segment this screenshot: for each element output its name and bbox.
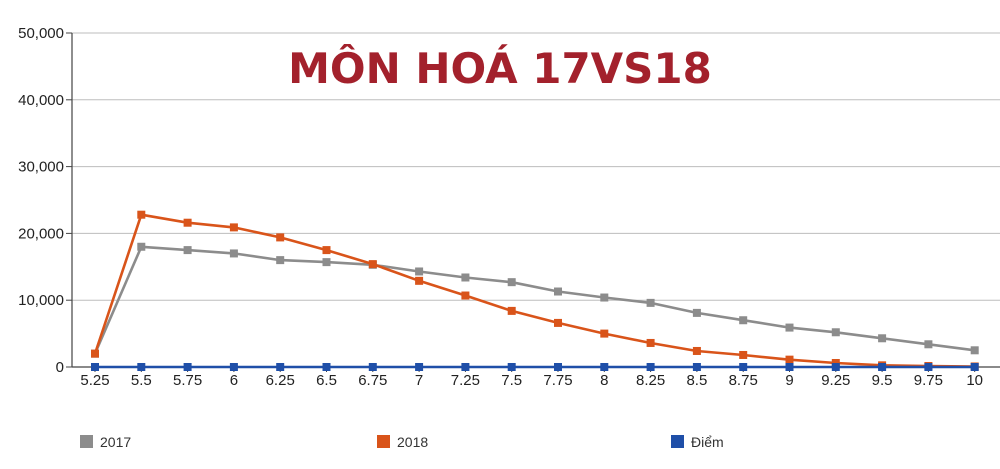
data-point-2018 — [91, 349, 99, 358]
x-tick-label: 8.5 — [686, 372, 707, 389]
data-point-2017 — [276, 256, 285, 265]
data-point-2017 — [692, 308, 701, 317]
y-tick-label: 10,000 — [18, 292, 64, 309]
data-point-2018 — [831, 358, 840, 367]
data-point-2018 — [461, 291, 470, 300]
x-tick-label: 7.5 — [501, 372, 522, 389]
data-point-Điểm — [137, 363, 146, 371]
data-point-Điểm — [970, 363, 979, 371]
y-tick-label: 0 — [56, 359, 64, 376]
data-point-2017 — [878, 334, 887, 343]
x-tick-label: 7 — [415, 372, 423, 389]
data-point-2018 — [507, 306, 516, 315]
data-point-2017 — [646, 298, 655, 307]
y-tick-label: 40,000 — [18, 92, 64, 109]
data-point-2017 — [600, 293, 609, 302]
legend-swatch — [671, 435, 684, 448]
data-point-Điểm — [276, 363, 285, 371]
data-point-2018 — [368, 260, 377, 269]
x-tick-label: 8 — [600, 372, 608, 389]
data-point-2017 — [461, 273, 470, 282]
data-point-2018 — [739, 350, 748, 359]
data-point-Điểm — [415, 363, 424, 371]
x-tick-label: 7.25 — [451, 372, 480, 389]
data-point-2018 — [646, 338, 655, 347]
data-point-Điểm — [368, 363, 377, 371]
data-point-2017 — [739, 316, 748, 325]
data-point-2018 — [415, 276, 424, 285]
x-tick-label: 7.75 — [543, 372, 572, 389]
data-point-Điểm — [229, 363, 238, 371]
data-point-2018 — [554, 318, 562, 327]
series-line-2018 — [93, 213, 975, 368]
x-tick-label: 5.75 — [173, 372, 202, 389]
data-point-2017 — [137, 242, 146, 251]
data-point-Điểm — [461, 363, 470, 371]
data-point-2018 — [785, 355, 794, 364]
legend-label: 2017 — [100, 434, 131, 450]
data-point-Điểm — [785, 363, 794, 371]
series-group — [91, 210, 979, 371]
x-tick-label: 6.75 — [358, 372, 387, 389]
data-point-2018 — [229, 223, 238, 232]
data-point-2017 — [507, 278, 516, 287]
y-tick-label: 30,000 — [18, 159, 64, 176]
data-point-Điểm — [554, 363, 562, 371]
x-tick-label: 9.75 — [914, 372, 943, 389]
x-tick-label: 9.5 — [872, 372, 893, 389]
data-point-Điểm — [924, 363, 933, 371]
data-point-Điểm — [322, 363, 331, 371]
legend-label: Điểm — [691, 434, 724, 450]
data-point-2018 — [276, 233, 285, 242]
x-tick-label: 5.25 — [80, 372, 109, 389]
x-tick-label: 6.25 — [266, 372, 295, 389]
data-point-2017 — [554, 287, 562, 296]
data-point-2018 — [600, 329, 609, 338]
data-point-2017 — [785, 323, 794, 332]
data-point-Điểm — [878, 363, 887, 371]
x-tick-label: 5.5 — [131, 372, 152, 389]
x-tick-label: 10 — [966, 372, 983, 389]
data-point-Điểm — [507, 363, 516, 371]
axes: 0 10,000 20,000 30,000 40,000 50,000 5.25 5.5 5.… — [18, 25, 983, 389]
x-tick-label: 8.25 — [636, 372, 665, 389]
data-point-2017 — [970, 346, 979, 355]
data-point-2017 — [831, 328, 840, 337]
data-point-2018 — [322, 246, 331, 255]
x-tick-label: 6 — [230, 372, 238, 389]
data-point-Điểm — [739, 363, 748, 371]
x-tick-label: 9 — [785, 372, 793, 389]
data-point-2018 — [183, 218, 192, 227]
series-line-2017 — [93, 245, 975, 355]
legend: 2017 2018 Điểm — [80, 434, 724, 450]
y-tick-label: 20,000 — [18, 225, 64, 242]
x-tick-label: 6.5 — [316, 372, 337, 389]
legend-swatch — [80, 435, 93, 448]
data-point-Điểm — [600, 363, 609, 371]
data-point-2017 — [183, 246, 192, 255]
data-point-Điểm — [646, 363, 655, 371]
x-tick-label: 9.25 — [821, 372, 850, 389]
data-point-2018 — [137, 210, 146, 219]
data-point-2018 — [692, 346, 701, 355]
legend-swatch — [377, 435, 390, 448]
data-point-2017 — [415, 267, 424, 276]
x-tick-label: 8.75 — [729, 372, 758, 389]
chart-title: MÔN HOÁ 17VS18 — [288, 43, 712, 93]
data-point-2017 — [322, 258, 331, 267]
y-tick-label: 50,000 — [18, 25, 64, 42]
data-point-Điểm — [692, 363, 701, 371]
data-point-2017 — [924, 340, 933, 349]
data-point-Điểm — [831, 363, 840, 371]
data-point-2017 — [229, 249, 238, 258]
legend-label: 2018 — [397, 434, 428, 450]
data-point-Điểm — [183, 363, 192, 371]
data-point-Điểm — [91, 363, 99, 371]
